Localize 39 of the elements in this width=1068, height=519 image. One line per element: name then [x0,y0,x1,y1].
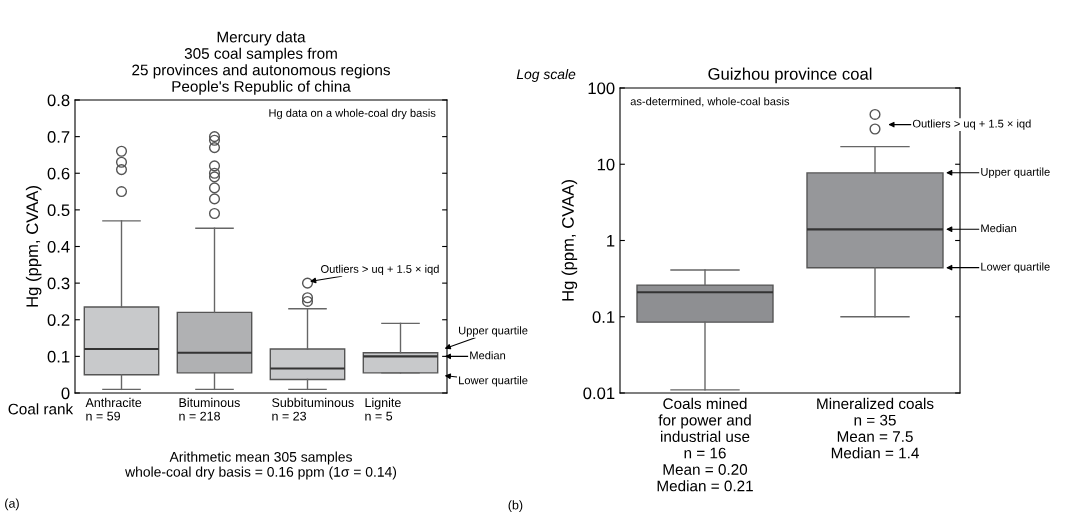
y-tick-label: 0.8 [47,94,70,107]
annotation: Outliers > uq + 1.5 × iqd [321,264,439,276]
x-tick-label: Coals mined for power and industrial use n = 16 Mean = 0.20 Median = 0.21 [657,397,753,492]
x-axis-title: Coal rank [8,403,74,415]
y-tick-label: 10 [597,158,615,171]
x-tick-label: Anthracite n = 59 [85,397,142,421]
x-tick-label: Bituminous n = 218 [179,397,240,421]
y-tick-label: 0.1 [592,311,615,323]
annotation: Outliers > uq + 1.5 × iqd [912,119,1031,130]
y-tick-label: 0.6 [47,167,70,180]
annotation: as-determined, whole-coal basis [630,97,790,107]
text: (a) [5,498,19,511]
y-tick-label: 0.3 [47,277,70,290]
y-tick-label: 0.4 [47,240,70,253]
text: Arithmetic mean 305 samples whole-coal dry basis = 0.16 ppm (1σ = 0.14) [125,451,397,480]
chart-title: Guizhou province coal [708,67,872,84]
y-axis-title: Hg (ppm, CVAA) [25,186,42,307]
text: Median [981,224,1017,233]
y-tick-label: 0.1 [47,350,70,363]
text: Upper quartile [981,167,1050,178]
y-tick-label: 0 [61,387,70,400]
x-tick-label: Lignite n = 5 [365,397,401,421]
text: Lower quartile [981,262,1050,273]
chart-title: Mercury data 305 coal samples from 25 provinces and autonomous regions People's Republic of china [132,31,390,95]
text: Upper quartile [459,326,528,337]
text: Median [470,351,506,360]
text: Log scale [516,68,576,82]
text: Lower quartile [459,376,528,387]
y-tick-label: 100 [588,82,615,95]
text: (b) [508,500,523,512]
x-tick-label: Subbituminous n = 23 [272,397,354,421]
annotation: Hg data on a whole-coal dry basis [269,108,436,120]
y-axis-title: Hg (ppm, CVAA) [561,180,578,301]
y-tick-label: 1 [607,235,615,247]
x-tick-label: Mineralized coals n = 35 Mean = 7.5 Median = 1.4 [817,397,934,459]
y-tick-label: 0.7 [47,131,70,143]
y-tick-label: 0.5 [47,204,70,217]
y-tick-label: 0.01 [583,387,615,400]
y-tick-label: 0.2 [47,314,70,326]
